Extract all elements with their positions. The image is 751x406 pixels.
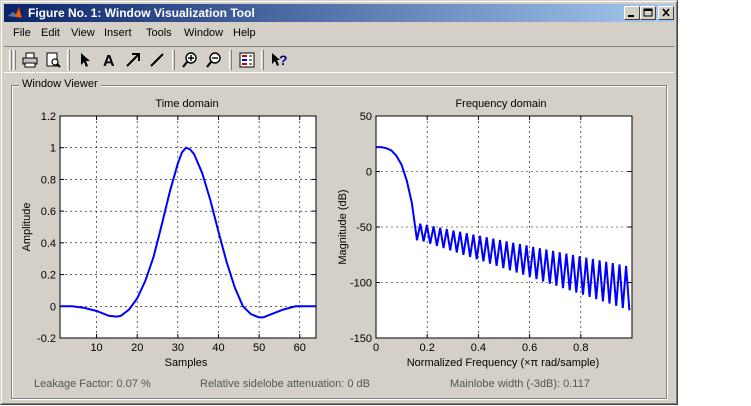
time-ytick-label: 1 <box>50 143 56 155</box>
time-domain-series <box>60 146 316 319</box>
time-xtick-label: 10 <box>90 342 102 354</box>
leakage-factor-text: Leakage Factor: 0.07 % <box>34 378 151 390</box>
time-domain-title: Time domain <box>155 98 219 110</box>
frequency-domain-title: Frequency domain <box>455 98 547 110</box>
time-xtick-label: 50 <box>253 342 265 354</box>
svg-text:?: ? <box>279 52 287 68</box>
figure-window: Figure No. 1: Window Visualization Tool … <box>0 0 678 405</box>
minimize-button[interactable] <box>624 6 640 20</box>
time-ytick-label: 0.4 <box>41 238 56 250</box>
window-viewer-label: Window Viewer <box>19 78 101 90</box>
insert-line-button[interactable] <box>146 49 168 71</box>
time-ytick-label: 1.2 <box>41 111 56 123</box>
freq-ytick-label: -100 <box>350 278 372 290</box>
time-xtick-label: 30 <box>172 342 184 354</box>
menu-edit[interactable]: Edit <box>41 27 60 39</box>
toolbar-separator <box>229 50 232 70</box>
freq-ytick-label: -50 <box>356 222 372 234</box>
mainlobe-width-text: Mainlobe width (-3dB): 0.117 <box>450 378 590 390</box>
frequency-domain-series <box>376 146 631 311</box>
freq-xtick-label: 0.8 <box>573 342 588 354</box>
menu-view[interactable]: View <box>71 27 95 39</box>
time-axes-frame <box>59 115 317 339</box>
freq-xtick-label: 0.6 <box>522 342 537 354</box>
toolbar-separator <box>67 50 70 70</box>
zoom-out-button[interactable] <box>203 49 225 71</box>
print-preview-icon <box>46 52 61 68</box>
time-ytick-label: 0.6 <box>41 206 56 218</box>
toolbar-separator <box>261 50 264 70</box>
sidelobe-attenuation-text: Relative sidelobe attenuation: 0 dB <box>200 378 371 390</box>
title-bar[interactable]: Figure No. 1: Window Visualization Tool <box>4 4 674 22</box>
window-title: Figure No. 1: Window Visualization Tool <box>28 6 255 20</box>
time-domain-xlabel: Samples <box>164 357 208 369</box>
menu-insert[interactable]: Insert <box>104 27 132 39</box>
freq-ytick-label: 50 <box>360 111 372 123</box>
close-icon <box>662 8 670 17</box>
time-xtick-label: 60 <box>294 342 306 354</box>
menu-file[interactable]: File <box>13 27 31 39</box>
freq-xtick-label: 0.2 <box>420 342 435 354</box>
maximize-icon <box>643 8 653 17</box>
print-button[interactable] <box>19 49 41 71</box>
toolbar-grip[interactable] <box>9 50 12 70</box>
zoom-in-icon <box>182 52 197 68</box>
freq-ytick-label: -150 <box>350 333 372 345</box>
zoom-out-icon <box>206 52 221 68</box>
time-ytick-label: 0 <box>50 301 56 313</box>
insert-arrow-button[interactable] <box>122 49 144 71</box>
freq-xtick-label: 0 <box>373 342 379 354</box>
frequency-domain-xlabel: Normalized Frequency (×π rad/sample) <box>406 357 600 369</box>
maximize-button[interactable] <box>640 6 656 20</box>
time-axes-background <box>60 116 316 338</box>
time-domain-plot[interactable]: 10 20 30 40 50 60 -0.2 0 0.2 0.4 0.6 0.8 1 1.2 <box>1 1 679 406</box>
time-ytick-label: -0.2 <box>37 333 56 345</box>
time-xtick-label: 40 <box>212 342 224 354</box>
zoom-in-button[interactable] <box>179 49 201 71</box>
time-ytick-label: 0.2 <box>41 270 56 282</box>
freq-axes-frame <box>375 115 633 339</box>
menu-window[interactable]: Window <box>184 27 224 39</box>
time-ytick-label: 0.8 <box>41 174 56 186</box>
toolbar-grip[interactable] <box>13 50 16 70</box>
svg-text:A: A <box>103 53 115 68</box>
menu-help[interactable]: Help <box>233 27 256 39</box>
window-viewer-panel <box>11 85 667 399</box>
pointer-arrow-icon <box>81 53 90 67</box>
line-insert-icon <box>150 53 164 67</box>
toolbar-separator <box>172 50 175 70</box>
minimize-icon <box>628 15 634 17</box>
freq-ytick-label: 0 <box>366 167 372 179</box>
context-help-button[interactable]: ? <box>268 49 290 71</box>
frequency-domain-plot[interactable]: 0 0.2 0.4 0.6 0.8 -150 -100 -50 0 50 <box>1 1 679 406</box>
freq-xtick-label: 0.4 <box>471 342 486 354</box>
insert-text-button[interactable]: A <box>98 49 120 71</box>
insert-legend-button[interactable] <box>236 49 258 71</box>
menu-bar: File Edit View Insert Tools Window Help <box>4 24 674 44</box>
print-preview-button[interactable] <box>42 49 64 71</box>
legend-icon <box>239 52 255 68</box>
print-icon <box>22 52 38 68</box>
text-insert-icon: A <box>103 53 115 68</box>
context-help-icon: ? <box>272 52 287 68</box>
select-pointer-button[interactable] <box>74 49 96 71</box>
time-xtick-label: 20 <box>131 342 143 354</box>
matlab-logo-icon <box>7 6 23 19</box>
arrow-insert-icon <box>126 53 140 67</box>
close-button[interactable] <box>658 6 674 20</box>
menu-tools[interactable]: Tools <box>146 27 172 39</box>
toolbar: A <box>4 46 674 73</box>
frequency-domain-ylabel: Magnitude (dB) <box>337 189 349 265</box>
